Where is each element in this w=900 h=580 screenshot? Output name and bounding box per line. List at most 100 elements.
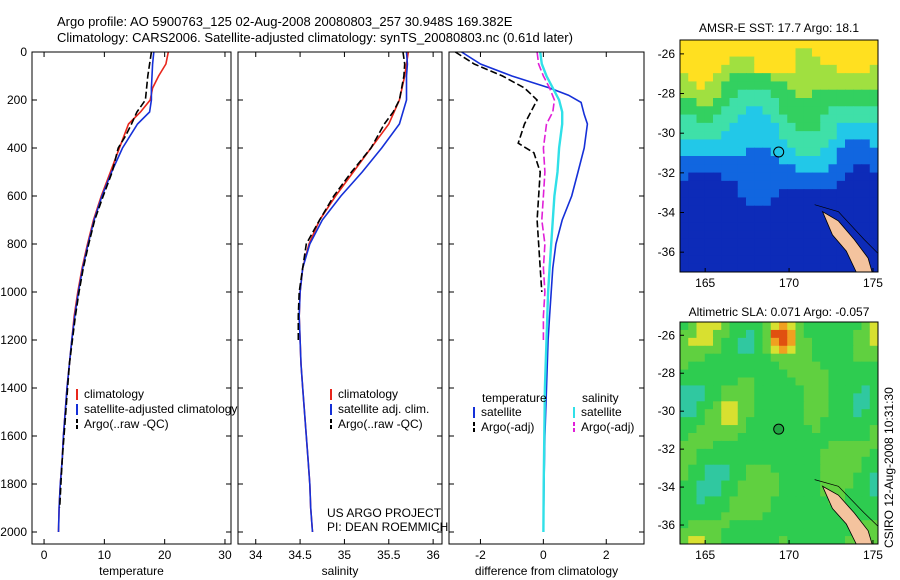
map-cell <box>704 322 714 331</box>
sla-map <box>680 322 878 544</box>
map-cell <box>754 40 764 49</box>
map-cell <box>696 230 706 240</box>
map-cell <box>845 337 854 347</box>
map-cell <box>803 472 813 482</box>
map-cell <box>746 147 755 157</box>
map-cell <box>770 520 780 529</box>
map-cell <box>713 263 722 272</box>
map-cell <box>729 440 739 450</box>
map-cell <box>737 496 747 505</box>
map-cell <box>853 345 863 355</box>
map-cell <box>713 504 722 513</box>
map-cell <box>836 337 846 347</box>
map-cell <box>861 73 871 83</box>
map-cell <box>869 98 878 107</box>
map-cell <box>696 81 706 91</box>
map-cell <box>853 139 863 149</box>
map-cell <box>754 189 764 199</box>
map-cell <box>762 480 772 490</box>
map-cell <box>704 369 714 379</box>
map-cell <box>820 189 830 199</box>
y-tick-label: -28 <box>658 366 676 380</box>
map-cell <box>770 385 780 394</box>
map-cell <box>828 189 838 199</box>
y-tick-label: -30 <box>658 404 676 418</box>
map-cell <box>803 255 813 265</box>
map-cell <box>713 425 722 434</box>
map-cell <box>680 48 689 58</box>
map-cell <box>737 337 747 347</box>
map-cell <box>845 222 854 232</box>
series-line <box>297 51 406 340</box>
map-cell <box>803 456 813 466</box>
map-cell <box>754 377 764 387</box>
map-cell <box>787 180 797 190</box>
map-cell <box>779 81 788 91</box>
map-cell <box>746 98 755 107</box>
map-cell <box>845 329 854 339</box>
map-cell <box>737 238 747 248</box>
plot-frame <box>237 51 443 545</box>
map-cell <box>869 73 878 83</box>
map-cell <box>779 139 788 149</box>
map-cell <box>713 98 722 107</box>
map-cell <box>820 89 830 99</box>
map-cell <box>828 377 838 387</box>
map-cell <box>861 464 871 474</box>
map-cell <box>704 189 714 199</box>
land-mass <box>821 210 873 272</box>
map-cell <box>820 393 830 402</box>
map-cell <box>762 496 772 505</box>
map-cell <box>680 131 689 141</box>
map-cell <box>704 361 714 371</box>
map-cell <box>680 255 689 265</box>
map-cell <box>820 172 830 182</box>
profile-panel-1: 0 10 20 30 0 200 400 600 800 1000 1200 1400 1600 1800… <box>0 45 237 578</box>
map-cell <box>779 156 788 165</box>
map-cell <box>754 238 764 248</box>
map-cell <box>869 504 878 513</box>
map-cell <box>779 322 788 331</box>
map-cell <box>836 520 846 529</box>
map-cell <box>853 98 863 107</box>
map-cell <box>803 433 813 442</box>
map-cell <box>762 98 772 107</box>
map-cell <box>770 180 780 190</box>
map-cell <box>820 222 830 232</box>
map-cell <box>853 377 863 387</box>
map-cell <box>828 147 838 157</box>
map-cell <box>729 401 739 410</box>
map-cell <box>787 361 797 371</box>
map-cell <box>696 417 706 426</box>
map-cell <box>713 114 722 124</box>
map-cell <box>721 417 731 426</box>
map-cell <box>812 81 821 91</box>
map-cell <box>820 385 830 394</box>
map-cell <box>861 89 871 99</box>
map-cell <box>762 106 772 116</box>
map-cell <box>770 122 780 132</box>
map-cell <box>696 409 706 418</box>
map-cell <box>762 255 772 265</box>
x-axis-label: difference from climatology <box>475 564 618 578</box>
map-cell <box>713 106 722 116</box>
map-cell <box>853 456 863 466</box>
map-cell <box>696 528 706 537</box>
map-cell <box>869 322 878 331</box>
map-cell <box>762 536 772 544</box>
map-cell <box>762 40 772 49</box>
map-cell <box>688 345 698 355</box>
map-cell <box>746 353 755 363</box>
map-cell <box>696 147 706 157</box>
map-cell <box>737 81 747 91</box>
map-cell <box>746 263 755 272</box>
map-cell <box>746 48 755 58</box>
map-cell <box>721 197 731 207</box>
map-cell <box>853 222 863 232</box>
map-cell <box>688 536 698 544</box>
map-cell <box>861 156 871 165</box>
map-cell <box>688 255 698 265</box>
map-cell <box>737 464 747 474</box>
map-cell <box>770 205 780 215</box>
map-cell <box>803 393 813 402</box>
